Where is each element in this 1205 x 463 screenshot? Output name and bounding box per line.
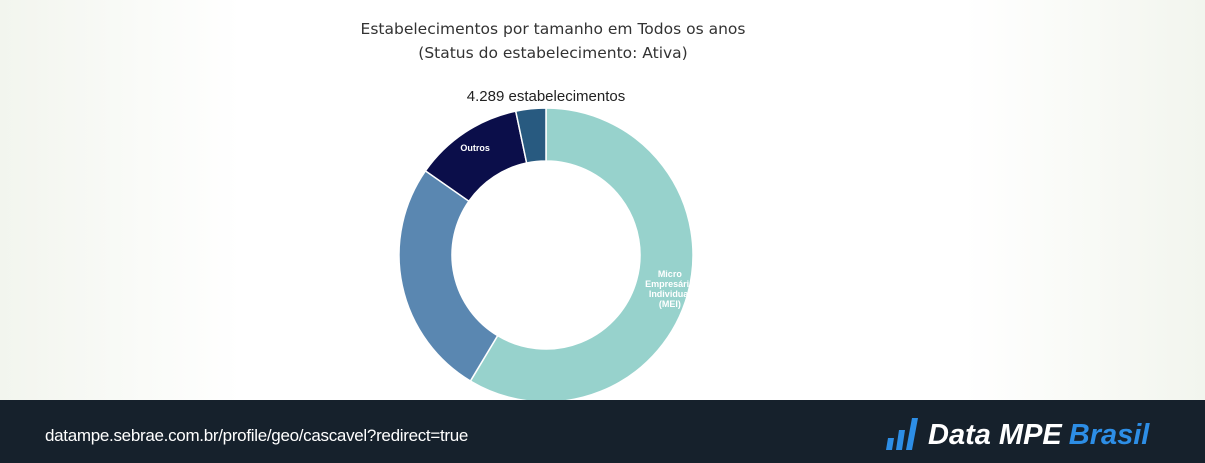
logo: Data MPE Brasil xyxy=(884,416,1149,450)
footer-url: datampe.sebrae.com.br/profile/geo/cascav… xyxy=(45,426,469,445)
logo-accent: Brasil xyxy=(1068,419,1150,451)
logo-text: Data MPE Brasil xyxy=(928,420,1149,450)
chart-panel xyxy=(262,10,848,400)
donut-slice xyxy=(514,107,547,164)
chart: Estabelecimentos por tamanho em Todos os… xyxy=(361,20,746,400)
logo-icon xyxy=(886,418,918,450)
logo-main: Data MPE xyxy=(928,419,1062,451)
donut-slice xyxy=(398,169,499,383)
chart-subtitle: (Status do estabelecimento: Ativa) xyxy=(418,44,687,62)
annotation: 4.289 estabelecimentos xyxy=(467,88,625,105)
footer: datampe.sebrae.com.br/profile/geo/cascav… xyxy=(0,400,1205,463)
slice-label: Outros xyxy=(460,142,490,153)
chart-title: Estabelecimentos por tamanho em Todos os… xyxy=(361,20,746,38)
donut-slice xyxy=(469,107,694,400)
slice-label: Micro Empresário Individual (MEI) xyxy=(645,269,695,310)
